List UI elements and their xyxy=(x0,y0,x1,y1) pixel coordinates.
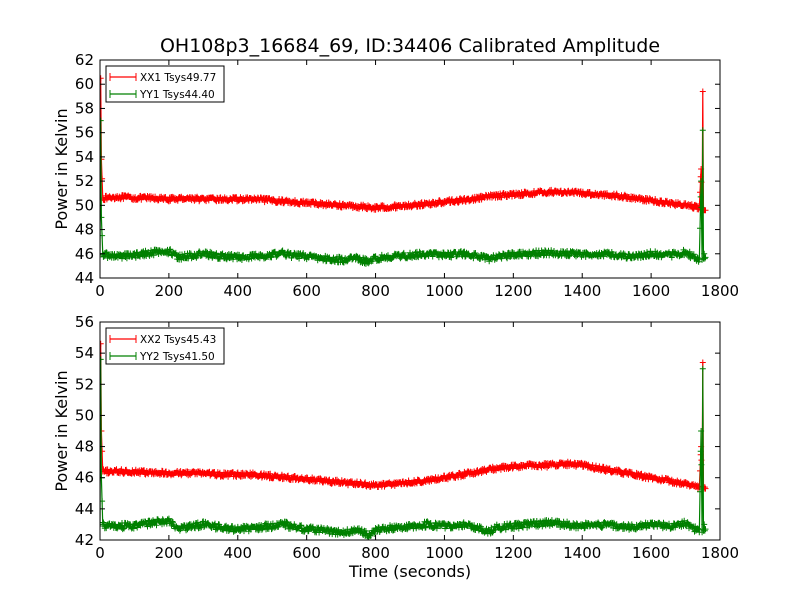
legend-entry: YY2 Tsys41.50 xyxy=(139,351,215,363)
legend: XX2 Tsys45.43 YY2 Tsys41.50 xyxy=(105,327,225,365)
series-path xyxy=(100,120,707,265)
series-markers xyxy=(100,75,709,214)
x-tick-label: 1800 xyxy=(701,544,739,562)
x-tick-label: 1200 xyxy=(494,282,532,300)
x-tick-label: 1800 xyxy=(701,282,739,300)
y-axis-label: Power in Kelvin xyxy=(52,370,71,491)
series-path xyxy=(100,359,707,540)
y-tick-label: 50 xyxy=(75,406,94,424)
figure-title: OH108p3_16684_69, ID:34406 Calibrated Am… xyxy=(160,35,660,57)
y-tick-label: 54 xyxy=(75,344,94,362)
x-tick-label: 400 xyxy=(223,544,252,562)
x-tick-label: 400 xyxy=(223,282,252,300)
x-tick-label: 800 xyxy=(361,282,390,300)
legend-marker xyxy=(109,90,137,98)
series-xx1-line xyxy=(100,75,709,214)
y-tick-label: 56 xyxy=(75,124,94,142)
y-tick-label: 54 xyxy=(75,148,94,166)
x-tick-label: 200 xyxy=(155,282,184,300)
y-tick-label: 46 xyxy=(75,245,94,263)
y-tick-label: 50 xyxy=(75,196,94,214)
y-tick-label: 60 xyxy=(75,75,94,93)
legend-marker xyxy=(109,352,137,360)
x-tick-label: 0 xyxy=(95,282,105,300)
series-xx2-line xyxy=(100,340,709,492)
plot-frame xyxy=(99,321,721,541)
legend-marker xyxy=(109,73,137,81)
y-tick-label: 58 xyxy=(75,99,94,117)
series-yy2-line xyxy=(100,356,709,540)
y-tick-label: 52 xyxy=(75,375,94,393)
y-tick-label: 44 xyxy=(75,500,94,518)
x-tick-label: 800 xyxy=(361,544,390,562)
series-markers xyxy=(100,117,709,267)
series-yy1-line xyxy=(100,117,709,267)
series-markers xyxy=(100,340,709,492)
x-tick-label: 0 xyxy=(95,544,105,562)
legend-box xyxy=(105,327,225,365)
y-tick-label: 42 xyxy=(75,531,94,549)
y-tick-label: 62 xyxy=(75,51,94,69)
legend-entry: XX1 Tsys49.77 xyxy=(140,72,216,84)
y-tick-label: 56 xyxy=(75,313,94,331)
top-panel: 0 200 400 600 800 1000 1200 1400 1600 1800 44 46 48 5… xyxy=(52,51,739,300)
y-axis-label: Power in Kelvin xyxy=(52,108,71,229)
series-markers xyxy=(100,356,709,540)
y-tick-label: 44 xyxy=(75,269,94,287)
y-tick-label: 52 xyxy=(75,172,94,190)
y-tick-label: 48 xyxy=(75,221,94,239)
x-tick-label: 1400 xyxy=(563,544,601,562)
x-tick-label: 1600 xyxy=(632,282,670,300)
x-tick-label: 1000 xyxy=(425,544,463,562)
x-tick-label: 600 xyxy=(292,544,321,562)
x-tick-label: 1200 xyxy=(494,544,532,562)
x-tick-label: 1400 xyxy=(563,282,601,300)
x-tick-label: 600 xyxy=(292,282,321,300)
y-tick-label: 46 xyxy=(75,469,94,487)
x-tick-label: 1000 xyxy=(425,282,463,300)
legend: XX1 Tsys49.77 YY1 Tsys44.40 xyxy=(105,65,225,103)
x-tick-label: 200 xyxy=(155,544,184,562)
bottom-panel: 0 200 400 600 800 1000 1200 1400 1600 1800 42 44 46 4… xyxy=(52,313,739,562)
x-axis-label: Time (seconds) xyxy=(348,562,471,581)
x-tick-label: 1600 xyxy=(632,544,670,562)
legend-box xyxy=(105,65,225,103)
y-tick-label: 48 xyxy=(75,438,94,456)
legend-marker xyxy=(109,335,137,343)
legend-entry: YY1 Tsys44.40 xyxy=(139,89,215,101)
legend-entry: XX2 Tsys45.43 xyxy=(140,334,216,346)
plot-frame xyxy=(99,59,721,279)
